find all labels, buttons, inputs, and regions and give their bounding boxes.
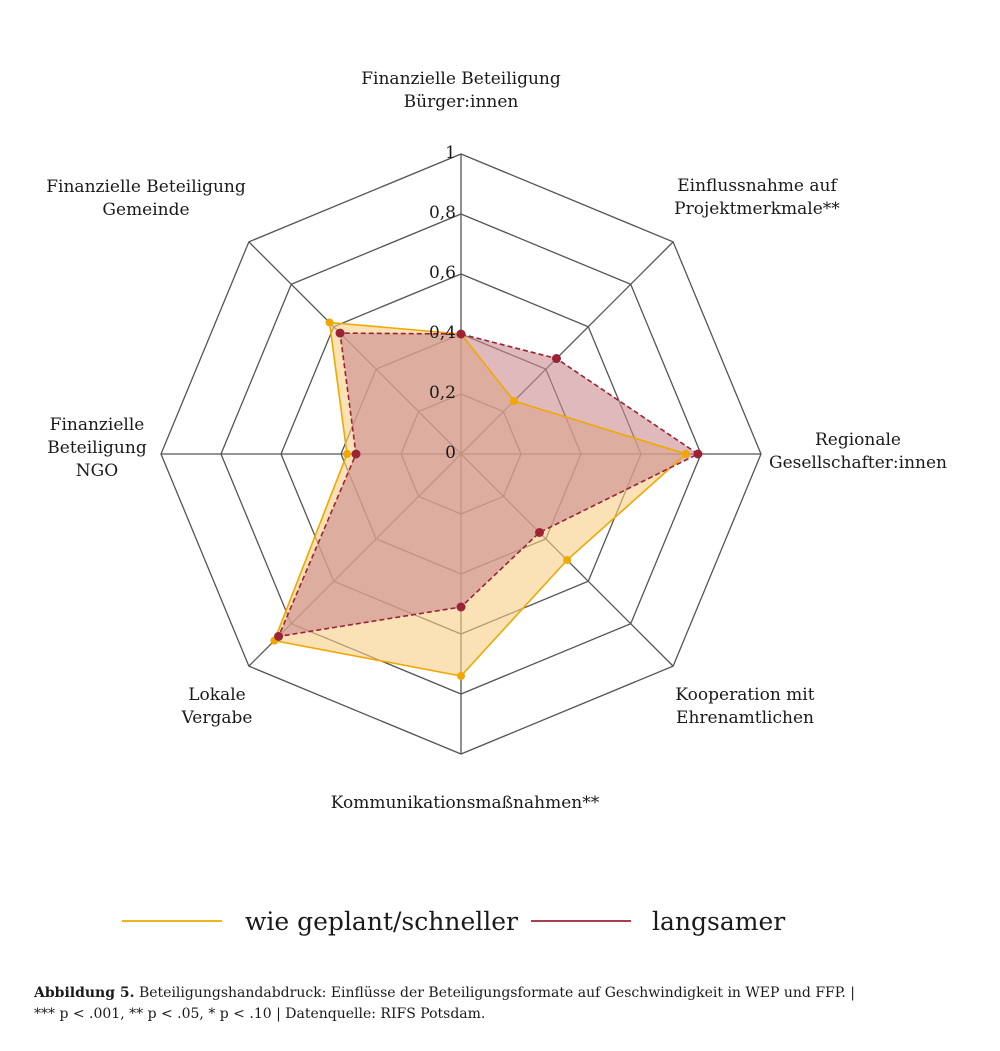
series-2-point-6	[274, 631, 284, 641]
axis-label-3: Regionale Gesellschafter:innen	[769, 430, 947, 473]
series-1-point-7	[343, 450, 351, 458]
radial-tick-labels: 0 0,2 0,4 0,6 0,8 1	[429, 143, 456, 463]
series-2-point-5	[456, 602, 466, 612]
series-2-point-7	[351, 449, 361, 459]
series-2-point-3	[693, 449, 703, 459]
series-area-2	[278, 333, 698, 637]
axis-label-5: Kommunikationsmaßnahmen**	[331, 793, 600, 813]
figure-caption: Abbildung 5. Beteiligungshandabdruck: Ei…	[34, 983, 974, 1025]
axis-label-1: Finanzielle Beteiligung Bürger:innen	[361, 69, 561, 112]
series-2-point-4	[534, 527, 544, 537]
tick-label-3: 0,4	[429, 323, 456, 343]
series-2-point-8	[335, 328, 345, 338]
tick-label-5: 0,8	[429, 203, 456, 223]
tick-label-4: 0,6	[429, 263, 456, 283]
tick-label-6: 1	[445, 143, 456, 163]
series-2-point-1	[456, 329, 466, 339]
tick-label-1: 0	[445, 443, 456, 463]
series-1-point-4	[563, 556, 572, 565]
axis-label-2: Einflussnahme auf Projektmerkmale**	[674, 176, 840, 219]
axis-labels: Finanzielle Beteiligung Bürger:innen Einfl…	[46, 69, 947, 813]
caption-label: Abbildung 5.	[34, 985, 135, 1001]
radar-chart: 0 0,2 0,4 0,6 0,8 1 Finanzielle Beteiligung Bü…	[46, 69, 947, 936]
axis-label-7: Finanzielle Beteiligung NGO	[47, 415, 147, 481]
axis-label-6: Lokale Vergabe	[181, 685, 253, 728]
legend: wie geplant/schneller langsamer	[122, 907, 785, 936]
series-2-point-2	[551, 354, 561, 364]
series-1-point-8	[325, 318, 334, 327]
axis-label-4: Kooperation mit Ehrenamtlichen	[675, 685, 814, 728]
series-1-point-5	[457, 672, 465, 680]
legend-label-2: langsamer	[652, 907, 785, 936]
tick-label-2: 0,2	[429, 383, 456, 403]
caption-text: Beteiligungshandabdruck: Einflüsse der B…	[138, 985, 855, 1001]
legend-label-1: wie geplant/schneller	[245, 907, 518, 936]
caption-footnote: *** p < .001, ** p < .05, * p < .10 | Da…	[34, 1006, 486, 1022]
series-1-point-2	[510, 396, 519, 405]
radar-series	[270, 318, 703, 680]
axis-label-8: Finanzielle Beteiligung Gemeinde	[46, 177, 246, 220]
series-1-point-3	[682, 450, 690, 458]
